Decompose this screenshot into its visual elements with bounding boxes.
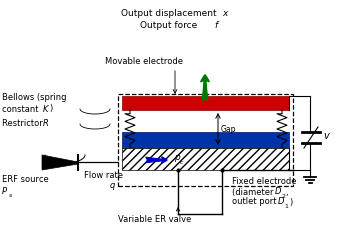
Text: x: x: [222, 10, 227, 18]
Text: ): ): [289, 197, 292, 207]
Text: Output force: Output force: [140, 22, 200, 30]
Text: Restrictor: Restrictor: [2, 119, 45, 128]
Text: f: f: [214, 22, 217, 30]
Text: Output displacement: Output displacement: [121, 10, 219, 18]
Bar: [118, 94, 293, 186]
Text: v: v: [323, 131, 329, 141]
Text: K: K: [43, 104, 48, 114]
Polygon shape: [42, 155, 78, 170]
Text: ): ): [49, 104, 52, 114]
Text: 2: 2: [281, 194, 285, 199]
Text: D: D: [275, 188, 281, 197]
Text: Gap: Gap: [221, 124, 237, 133]
Text: P: P: [2, 187, 7, 195]
Text: Fixed electrode: Fixed electrode: [232, 178, 297, 187]
Text: Movable electrode: Movable electrode: [105, 57, 183, 67]
Text: s: s: [9, 193, 12, 198]
Bar: [122, 132, 289, 148]
Text: Variable ER valve: Variable ER valve: [118, 215, 192, 225]
Text: (diameter: (diameter: [232, 188, 276, 197]
Text: D: D: [278, 197, 284, 207]
Bar: [122, 96, 289, 110]
Text: c: c: [180, 160, 183, 165]
Text: outlet port: outlet port: [232, 197, 279, 207]
Text: p: p: [174, 153, 180, 163]
Text: Flow rate: Flow rate: [84, 170, 123, 180]
Text: constant: constant: [2, 104, 41, 114]
Text: ERF source: ERF source: [2, 175, 49, 185]
Bar: [122, 148, 289, 170]
Text: R: R: [43, 119, 49, 128]
Text: 1: 1: [284, 204, 288, 209]
Text: q: q: [109, 182, 115, 190]
Text: ,: ,: [285, 188, 287, 197]
Text: Bellows (spring: Bellows (spring: [2, 94, 66, 103]
